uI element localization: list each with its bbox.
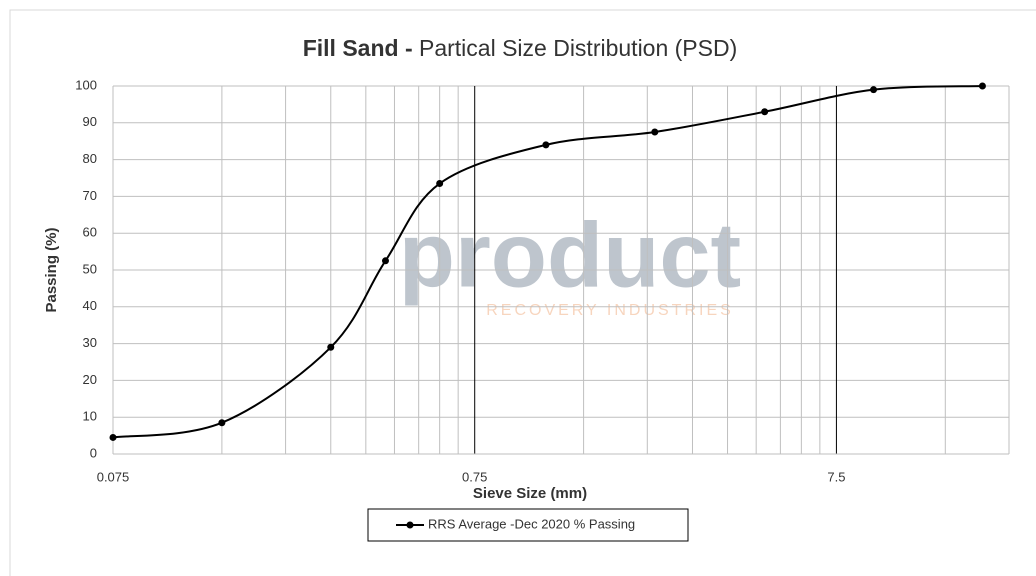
chart-title: Fill Sand - Partical Size Distribution (…	[303, 35, 738, 61]
data-point	[436, 180, 444, 188]
data-point	[870, 86, 878, 94]
chart-frame	[9, 9, 1036, 576]
y-tick-label: 90	[83, 114, 97, 129]
y-axis-label: Passing (%)	[43, 227, 60, 312]
title-bold: Fill Sand -	[303, 35, 413, 61]
watermark: product RECOVERY INDUSTRIES	[399, 204, 741, 319]
data-point	[381, 257, 389, 265]
title-text: Partical Size Distribution (PSD)	[419, 35, 737, 61]
legend-marker	[406, 521, 414, 529]
x-axis-label: Sieve Size (mm)	[473, 485, 587, 502]
y-tick-label: 50	[83, 261, 97, 276]
data-point	[109, 433, 117, 441]
y-tick-label: 80	[83, 151, 97, 166]
y-tick-label: 10	[83, 409, 97, 424]
y-tick-label: 30	[83, 335, 97, 350]
legend-label: RRS Average -Dec 2020 % Passing	[428, 516, 635, 531]
x-tick-label: 0.75	[462, 469, 487, 484]
data-point	[327, 343, 335, 351]
x-tick-label: 7.5	[827, 469, 845, 484]
data-line	[112, 85, 983, 439]
y-tick-label: 70	[83, 188, 97, 203]
y-tick-label: 60	[83, 225, 97, 240]
data-point	[978, 82, 986, 90]
watermark-sub: RECOVERY INDUSTRIES	[486, 302, 734, 319]
y-tick-label: 20	[83, 372, 97, 387]
y-tick-label: 40	[83, 298, 97, 313]
data-point	[761, 108, 769, 116]
watermark-word: product	[399, 204, 741, 306]
data-point	[218, 419, 226, 427]
y-tick-label: 0	[90, 445, 97, 460]
x-tick-label: 0.075	[97, 469, 130, 484]
data-point	[651, 128, 659, 136]
data-point	[542, 141, 550, 149]
y-tick-label: 100	[75, 77, 97, 92]
